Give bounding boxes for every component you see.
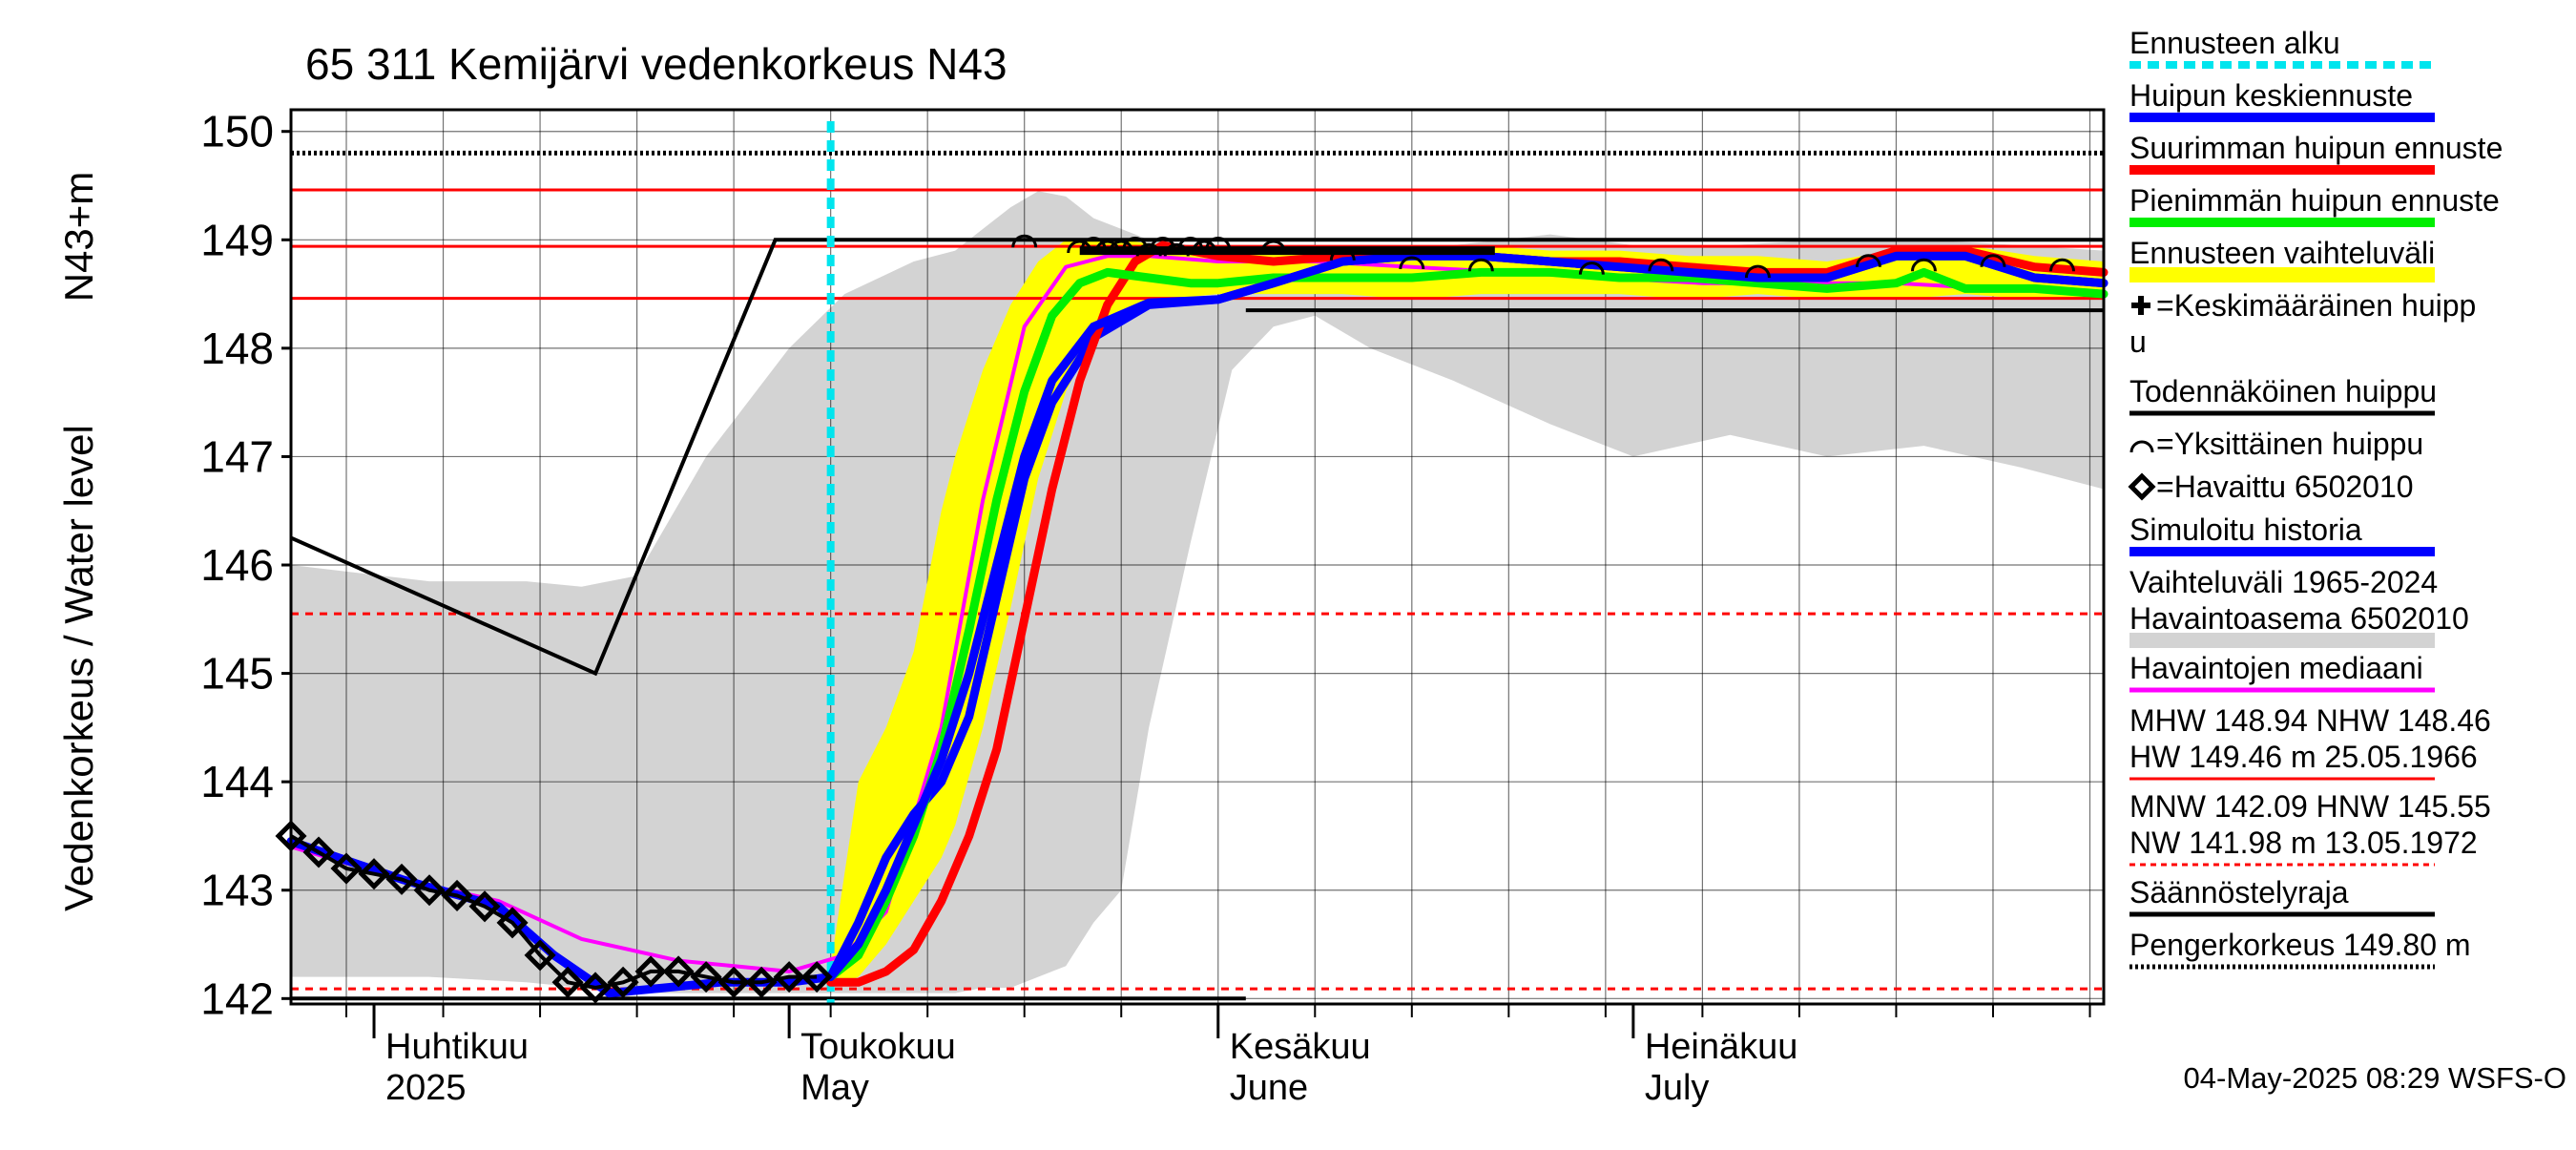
month-label-en: June — [1230, 1068, 1308, 1108]
observed-line — [289, 834, 818, 991]
individual-peak-marker — [1855, 254, 1881, 267]
y-tick-label: 143 — [200, 866, 274, 915]
legend: Ennusteen alku Huipun keskiennuste Suurimm… — [2128, 26, 2503, 970]
legend-swatch — [2129, 267, 2435, 282]
individual-peak-marker — [1177, 237, 1204, 250]
individual-peak-marker — [1980, 254, 2006, 267]
y-axis-label: Vedenkorkeus / Water level — [56, 425, 101, 911]
observed-point — [634, 955, 667, 988]
y-tick-label: 147 — [200, 431, 274, 481]
legend-label: Ennusteen alku — [2129, 26, 2340, 60]
series-line — [826, 267, 2109, 982]
chart-title: 65 311 Kemijärvi vedenkorkeus N43 — [305, 39, 1008, 89]
regulation-limit-upper — [290, 238, 2104, 677]
y-unit-label: N43+m — [56, 172, 101, 303]
individual-peak-marker — [1578, 261, 1605, 275]
legend-label-secondary: NW 141.98 m 13.05.1972 — [2129, 826, 2478, 860]
observed-point — [385, 863, 418, 895]
legend-swatch — [2128, 472, 2156, 501]
legend-label: Vaihteluväli 1965-2024 — [2129, 565, 2438, 599]
observed-point — [745, 966, 778, 998]
legend-label-secondary: Havaintoasema 6502010 — [2129, 601, 2469, 636]
month-label-fi: Kesäkuu — [1230, 1027, 1371, 1067]
observed-point — [690, 961, 722, 993]
y-tick-label: 146 — [200, 540, 274, 590]
observed-point — [662, 955, 695, 988]
individual-peak-marker — [1205, 237, 1232, 250]
legend-label: Havaintojen mediaani — [2129, 651, 2423, 685]
legend-label: Pienimmän huipun ennuste — [2129, 183, 2500, 218]
individual-peak-marker — [1648, 258, 1674, 272]
legend-label: =Keskimääräinen huipp — [2156, 288, 2476, 323]
legend-label: =Yksittäinen huippu — [2156, 427, 2423, 461]
plot-frame — [289, 108, 2106, 1006]
history-range-band — [291, 191, 2104, 993]
legend-label: MNW 142.09 HNW 145.55 — [2129, 789, 2491, 824]
legend-swatch — [2129, 633, 2435, 648]
observed-point — [496, 907, 529, 939]
observed-point — [358, 858, 390, 890]
legend-label: Säännöstelyraja — [2129, 875, 2349, 910]
legend-swatch — [2129, 440, 2154, 453]
month-label-fi: Heinäkuu — [1645, 1027, 1798, 1067]
y-tick-label: 142 — [200, 973, 274, 1023]
observed-point — [607, 966, 639, 998]
month-label-en: July — [1645, 1068, 1710, 1108]
y-tick-label: 149 — [200, 215, 274, 264]
y-tick-label: 144 — [200, 757, 274, 806]
individual-peak-marker — [1399, 256, 1425, 270]
observed-point — [717, 966, 750, 998]
observed-point — [579, 972, 612, 1004]
legend-label: Pengerkorkeus 149.80 m — [2129, 928, 2471, 962]
individual-peak-marker — [2048, 258, 2075, 272]
y-tick-label: 148 — [200, 324, 274, 373]
observed-point — [773, 961, 805, 993]
individual-peak-marker — [1910, 258, 1937, 272]
observed-point — [551, 966, 584, 998]
footer-timestamp: 04-May-2025 08:29 WSFS-O — [2184, 1061, 2566, 1095]
observed-point — [524, 939, 556, 972]
month-label-fi: Toukokuu — [800, 1027, 956, 1067]
legend-label-secondary: HW 149.46 m 25.05.1966 — [2129, 740, 2478, 774]
individual-peak-marker — [1467, 258, 1494, 272]
legend-label: Huipun keskiennuste — [2129, 78, 2413, 113]
legend-label: Ennusteen vaihteluväli — [2129, 236, 2435, 270]
legend-label-secondary: u — [2129, 324, 2147, 359]
individual-peak-marker — [1011, 234, 1038, 248]
observed-point — [800, 961, 833, 993]
month-label-en: 2025 — [385, 1068, 467, 1108]
legend-label: Todennäköinen huippu — [2129, 374, 2437, 408]
month-label-fi: Huhtikuu — [385, 1027, 529, 1067]
observed-point — [302, 836, 335, 868]
legend-label: MHW 148.94 NHW 148.46 — [2129, 703, 2491, 738]
y-tick-label: 145 — [200, 649, 274, 699]
legend-label: Suurimman huipun ennuste — [2129, 131, 2503, 165]
observed-point — [330, 852, 363, 885]
individual-peak-marker — [1744, 264, 1771, 279]
y-tick-label: 150 — [200, 107, 274, 157]
series-line — [826, 240, 2109, 987]
observed-point — [413, 874, 446, 907]
legend-label: =Havaittu 6502010 — [2156, 470, 2414, 504]
individual-peak-marker — [1080, 237, 1107, 250]
observed-point — [441, 879, 473, 911]
legend-label: Simuloitu historia — [2129, 512, 2362, 547]
series-line — [826, 251, 2109, 982]
observed-point — [468, 890, 501, 923]
month-label-en: May — [800, 1068, 869, 1108]
